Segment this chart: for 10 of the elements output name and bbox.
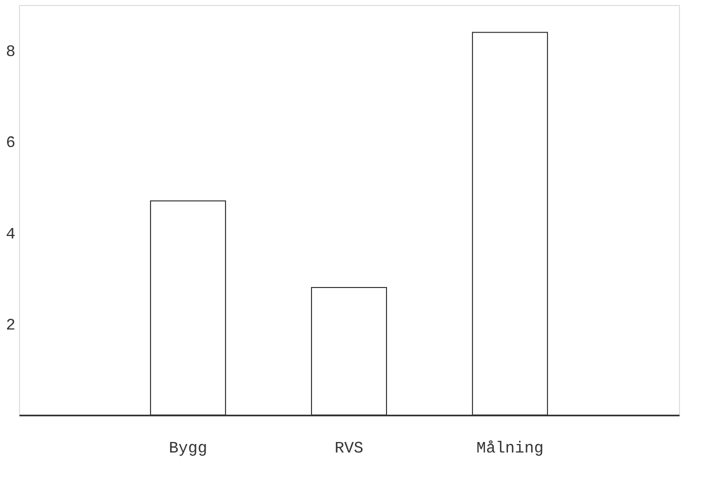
x-tick-label: Bygg: [168, 440, 208, 458]
y-tick-label: 8: [6, 43, 16, 62]
y-tick-label: 4: [6, 225, 16, 244]
bar: [150, 200, 226, 416]
bar: [472, 32, 548, 416]
bar: [311, 286, 387, 416]
y-tick-label: 6: [6, 134, 16, 152]
x-tick-label: Målning: [476, 440, 544, 458]
x-tick-label: RVS: [334, 440, 364, 458]
y-tick-label: 2: [6, 316, 16, 334]
